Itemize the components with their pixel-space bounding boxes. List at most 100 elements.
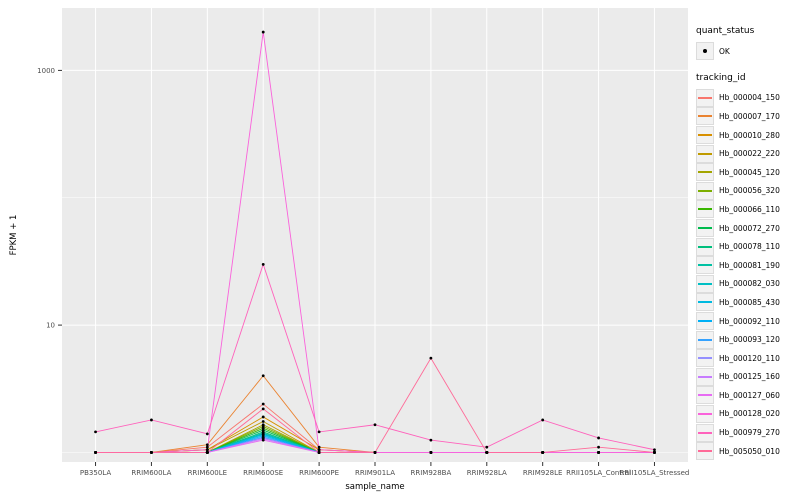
series-color-line-icon	[698, 245, 712, 248]
legend-key-swatch	[696, 367, 714, 386]
data-point	[429, 438, 433, 442]
legend-key-swatch	[696, 219, 714, 238]
y-tick-label: 10	[46, 322, 55, 330]
data-point	[94, 451, 97, 454]
legend-key-swatch	[696, 404, 714, 423]
y-axis-title: FPKM + 1	[9, 214, 19, 256]
legend-label: Hb_000120_110	[719, 353, 780, 363]
series-color-line-icon	[698, 357, 712, 360]
legend-item-Hb_000092_110: Hb_000092_110	[696, 312, 800, 331]
series-color-line-icon	[698, 227, 712, 230]
legend-label: Hb_000007_170	[719, 111, 780, 121]
data-point	[485, 451, 489, 454]
series-color-line-icon	[698, 115, 712, 118]
legend-item-Hb_000072_270: Hb_000072_270	[696, 219, 800, 238]
data-point	[317, 445, 321, 449]
data-point	[150, 418, 153, 422]
legend-label: Hb_000093_120	[719, 335, 780, 345]
x-tick-label: RRIM600LE	[188, 469, 228, 477]
series-color-line-icon	[698, 152, 712, 155]
legend-label: Hb_000004_150	[719, 93, 780, 103]
data-point	[597, 451, 600, 454]
x-tick-label: RRIM928LE	[523, 469, 563, 477]
data-point	[205, 448, 209, 452]
series-color-line-icon	[698, 96, 712, 99]
legend-item-Hb_005050_010: Hb_005050_010	[696, 442, 800, 461]
legend-key-swatch	[696, 200, 714, 219]
x-tick-label: RRII105LA_Control	[566, 469, 631, 477]
series-color-line-icon	[698, 189, 712, 192]
legend-title-quant-status: quant_status	[696, 26, 755, 36]
legend-key-swatch	[696, 88, 714, 107]
legend-label: Hb_000128_020	[719, 409, 780, 419]
series-color-line-icon	[698, 208, 712, 211]
legend-label: Hb_000081_190	[719, 260, 780, 270]
data-point	[205, 451, 209, 454]
x-tick-label: RRIM928LA	[467, 469, 507, 477]
legend-section-quant-status: quant_status OK	[696, 26, 800, 61]
legend-label: Hb_000092_110	[719, 316, 780, 326]
series-color-line-icon	[698, 338, 712, 341]
series-color-line-icon	[698, 450, 712, 453]
legend-key-swatch	[696, 442, 714, 461]
legend-key-swatch	[696, 312, 714, 331]
data-point	[261, 30, 265, 34]
x-tick-label: PB350LA	[80, 469, 111, 477]
legend-item-Hb_000120_110: Hb_000120_110	[696, 349, 800, 368]
data-point	[261, 407, 265, 411]
legend-item-Hb_000004_150: Hb_000004_150	[696, 88, 800, 108]
data-point	[261, 415, 265, 419]
legend-label: Hb_000072_270	[719, 223, 780, 233]
legend-label: Hb_000127_060	[719, 390, 780, 400]
legend-label: Hb_000022_220	[719, 149, 780, 159]
data-point	[541, 418, 545, 422]
series-color-line-icon	[698, 134, 712, 137]
data-point	[653, 448, 656, 452]
x-tick-label: RRIM600LA	[131, 469, 171, 477]
data-point	[317, 430, 321, 434]
legend-key-swatch	[696, 349, 714, 368]
legend-label: Hb_000066_110	[719, 204, 780, 214]
series-color-line-icon	[698, 320, 712, 323]
data-point	[94, 430, 97, 434]
legend-key-swatch	[696, 107, 714, 126]
data-point	[317, 448, 321, 452]
series-color-line-icon	[698, 412, 712, 415]
legend-label: Hb_005050_010	[719, 446, 780, 456]
legend-key-swatch	[696, 181, 714, 200]
data-point	[261, 402, 265, 406]
data-point	[317, 451, 321, 454]
legend-key-swatch	[696, 256, 714, 275]
series-color-line-icon	[698, 301, 712, 304]
legend-item-Hb_000082_030: Hb_000082_030	[696, 274, 800, 294]
legend-section-tracking-id: tracking_id Hb_000004_150 Hb_000007_170 Hb…	[696, 73, 800, 461]
legend-title-tracking-id: tracking_id	[696, 72, 746, 83]
data-point	[261, 374, 265, 378]
x-axis-title: sample_name	[345, 482, 405, 492]
legend-item-Hb_000007_170: Hb_000007_170	[696, 107, 800, 126]
data-point	[205, 443, 209, 447]
legend: quant_status OK tracking_id Hb_000004_15…	[696, 26, 800, 472]
legend-item-Hb_000078_110: Hb_000078_110	[696, 237, 800, 256]
series-color-line-icon	[698, 375, 712, 378]
data-point	[429, 451, 433, 454]
data-point	[261, 420, 265, 423]
legend-label: Hb_000085_430	[719, 297, 780, 307]
legend-label: Hb_000045_120	[719, 167, 780, 177]
data-point	[261, 262, 265, 266]
x-tick-label: RRIM600SE	[243, 469, 283, 477]
legend-label: Hb_000979_270	[719, 428, 780, 438]
legend-key-swatch	[696, 423, 714, 442]
data-point	[373, 451, 377, 454]
legend-key-swatch	[696, 126, 714, 145]
data-point	[653, 451, 656, 454]
legend-key-swatch	[696, 144, 714, 163]
x-tick-label: RRII105LA_Stressed	[620, 469, 690, 477]
legend-item-Hb_000056_320: Hb_000056_320	[696, 181, 800, 201]
series-color-line-icon	[698, 431, 712, 434]
legend-key-swatch	[696, 274, 714, 293]
legend-key-swatch	[696, 330, 714, 349]
ok-point-key	[696, 42, 714, 61]
